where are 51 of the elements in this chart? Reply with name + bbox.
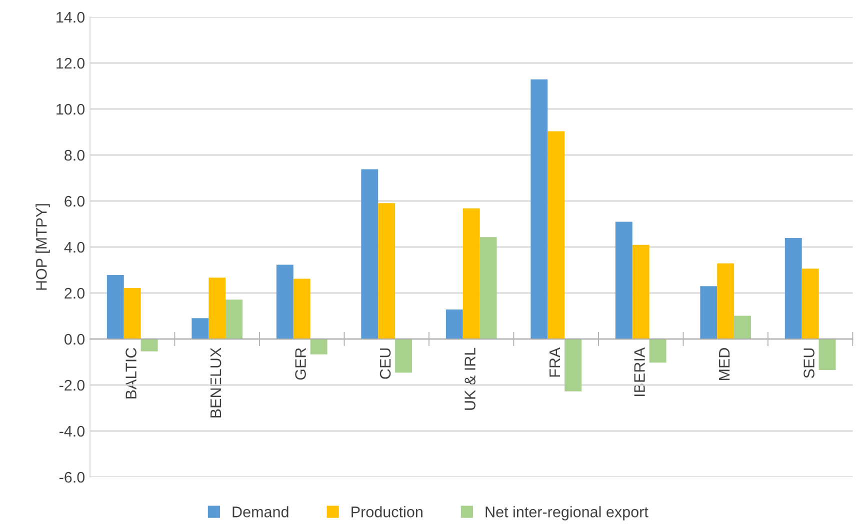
x-tick-label: BENELUX: [210, 348, 222, 418]
bar: [480, 237, 497, 339]
y-tick-label: -2.0: [59, 380, 85, 391]
bar: [276, 264, 294, 339]
bar: [293, 278, 310, 339]
bar: [310, 338, 328, 354]
bar: [140, 338, 158, 352]
bar: [106, 275, 124, 339]
y-tick-label: 14.0: [56, 12, 85, 23]
y-tick-label: 6.0: [64, 196, 85, 207]
bar: [192, 318, 209, 339]
bar: [802, 268, 819, 339]
bar: [378, 203, 396, 339]
x-tick-label: MED: [719, 348, 730, 380]
bar: [700, 286, 718, 339]
x-tick-label: BALTIC: [126, 348, 136, 398]
bar: [361, 169, 378, 339]
x-tick-label: CEU: [380, 348, 391, 379]
bar: [632, 244, 650, 339]
bar: [446, 310, 463, 339]
bar: [208, 278, 226, 339]
x-tick-label: IBERIA: [634, 347, 645, 396]
x-tick-label: UK & IRL: [464, 348, 476, 410]
bar: [226, 300, 243, 339]
y-tick-label: 10.0: [56, 104, 85, 115]
legend-label: Demand: [232, 506, 288, 518]
x-tick-label: SEU: [804, 348, 814, 378]
y-axis-title: HOP [MTPY]: [36, 204, 50, 290]
bar: [395, 338, 412, 373]
bar: [548, 131, 565, 339]
bar: [615, 222, 632, 339]
legend-label: Net inter-regional export: [486, 506, 648, 520]
bar: [734, 316, 752, 339]
y-tick-label: -6.0: [59, 472, 85, 483]
bar: [818, 338, 836, 370]
x-tick-label: GER: [295, 348, 306, 380]
y-tick-label: 4.0: [64, 242, 85, 253]
y-tick-label: 8.0: [64, 150, 85, 161]
y-tick-label: 2.0: [64, 288, 85, 299]
bar: [717, 263, 734, 339]
bar: [784, 238, 802, 339]
y-tick-label: -4.0: [59, 426, 85, 437]
y-tick-label: 0.0: [64, 334, 85, 345]
bar: [124, 288, 141, 339]
bar: [564, 338, 582, 392]
legend-label: Production: [352, 506, 422, 518]
x-tick-label: FRA: [550, 347, 560, 377]
bar: [530, 79, 548, 339]
bar: [649, 338, 666, 363]
y-tick-label: 12.0: [56, 58, 85, 69]
bar: [462, 208, 480, 339]
